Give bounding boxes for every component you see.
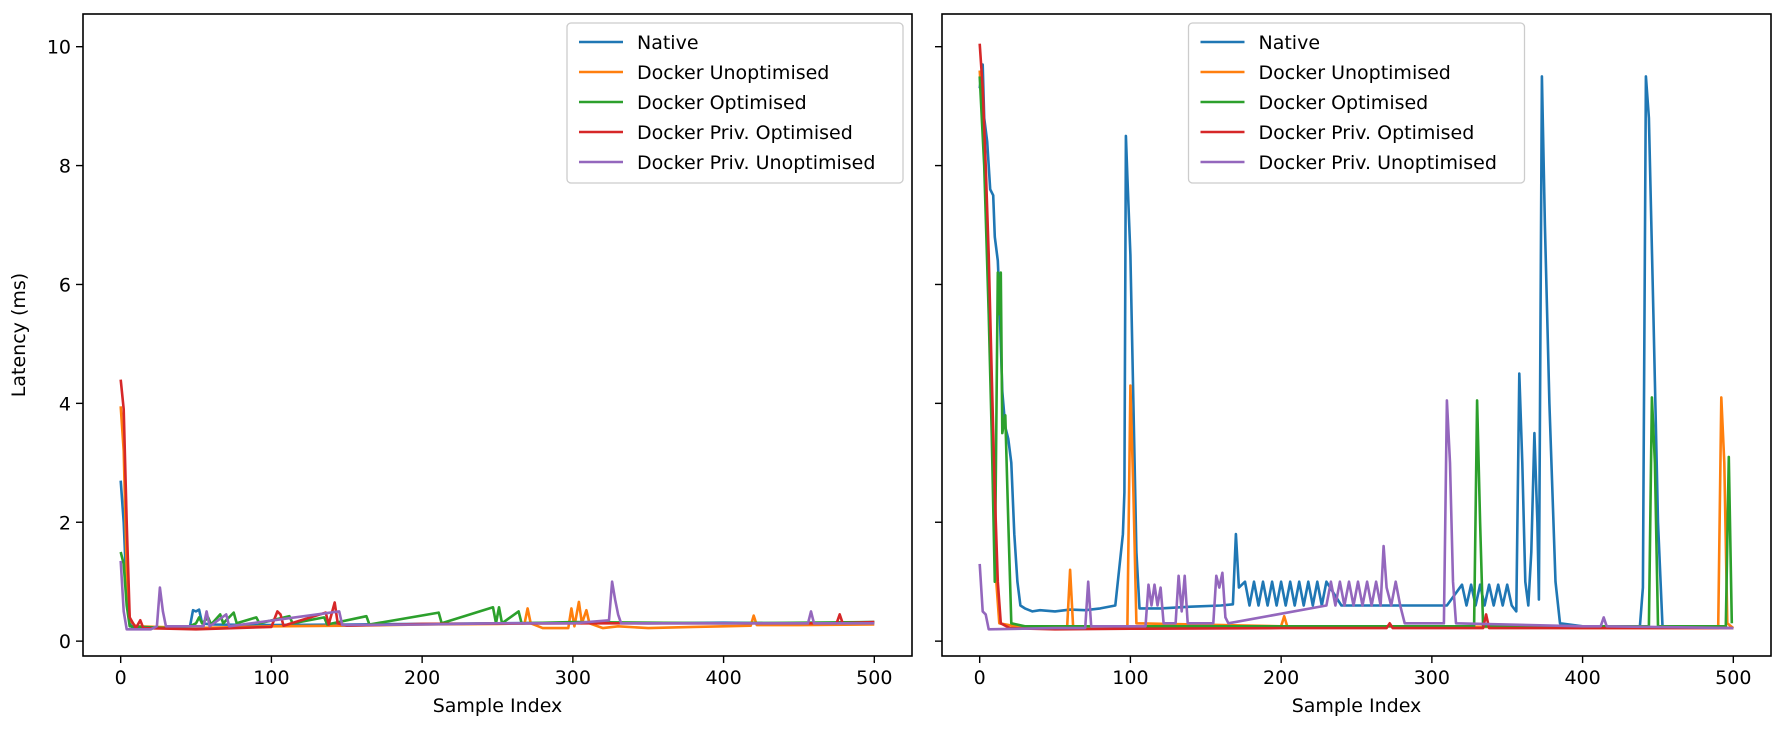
x-tick-label: 100 <box>1112 667 1148 689</box>
series-line-native <box>978 63 1734 630</box>
chart-panel-1: 0 100 200 300 400 500 0 2 4 6 8 10 Sample Index Laten… <box>8 13 913 717</box>
x-tick-label: 400 <box>1564 667 1600 689</box>
legend-label: Docker Priv. Unoptimised <box>1259 152 1497 174</box>
legend-label: Docker Optimised <box>637 92 807 114</box>
legend-label: Native <box>637 32 699 54</box>
x-tick-label: 300 <box>1414 667 1450 689</box>
x-tick-label: 200 <box>404 667 440 689</box>
series-group <box>119 379 875 631</box>
x-tick-label: 500 <box>1715 667 1751 689</box>
chart-panel-2: 0 100 200 300 400 500 Sample Index Native Docker… <box>935 13 1772 717</box>
legend-label: Docker Priv. Unoptimised <box>637 152 875 174</box>
legend-label: Docker Priv. Optimised <box>1259 122 1475 144</box>
x-tick-label: 500 <box>856 667 892 689</box>
y-tick-label: 0 <box>59 631 71 653</box>
y-axis-label: Latency (ms) <box>8 273 30 397</box>
x-axis-label: Sample Index <box>1292 695 1422 717</box>
x-tick-label: 400 <box>705 667 741 689</box>
legend-box <box>566 22 904 184</box>
x-tick-label: 100 <box>253 667 289 689</box>
y-tick-label: 4 <box>59 393 71 415</box>
series-line-docker-priv-unoptimised <box>119 560 875 631</box>
series-line-docker-optimised <box>978 76 1734 628</box>
plot-frame <box>941 13 1772 657</box>
plot-frame <box>82 13 913 657</box>
legend: Native Docker Unoptimised Docker Optimised… <box>566 22 904 184</box>
x-tick-label: 0 <box>115 667 127 689</box>
series-line-docker-priv-unoptimised <box>978 399 1734 631</box>
legend-label: Docker Priv. Optimised <box>637 122 853 144</box>
x-tick-label: 0 <box>974 667 986 689</box>
legend-label: Docker Unoptimised <box>1259 62 1451 84</box>
legend-label: Docker Optimised <box>1259 92 1429 114</box>
legend-label: Docker Unoptimised <box>637 62 829 84</box>
legend: Native Docker Unoptimised Docker Optimised… <box>1187 22 1526 184</box>
series-line-docker-priv-optimised <box>978 43 1734 631</box>
x-tick-label: 300 <box>555 667 591 689</box>
legend-label: Native <box>1259 32 1321 54</box>
x-axis-label: Sample Index <box>433 695 563 717</box>
legend-box <box>1187 22 1526 184</box>
y-tick-label: 2 <box>59 512 71 534</box>
y-tick-label: 8 <box>59 156 71 178</box>
series-group <box>978 43 1735 631</box>
x-tick-label: 200 <box>1263 667 1299 689</box>
y-tick-label: 10 <box>47 37 71 59</box>
y-tick-label: 6 <box>59 274 71 296</box>
